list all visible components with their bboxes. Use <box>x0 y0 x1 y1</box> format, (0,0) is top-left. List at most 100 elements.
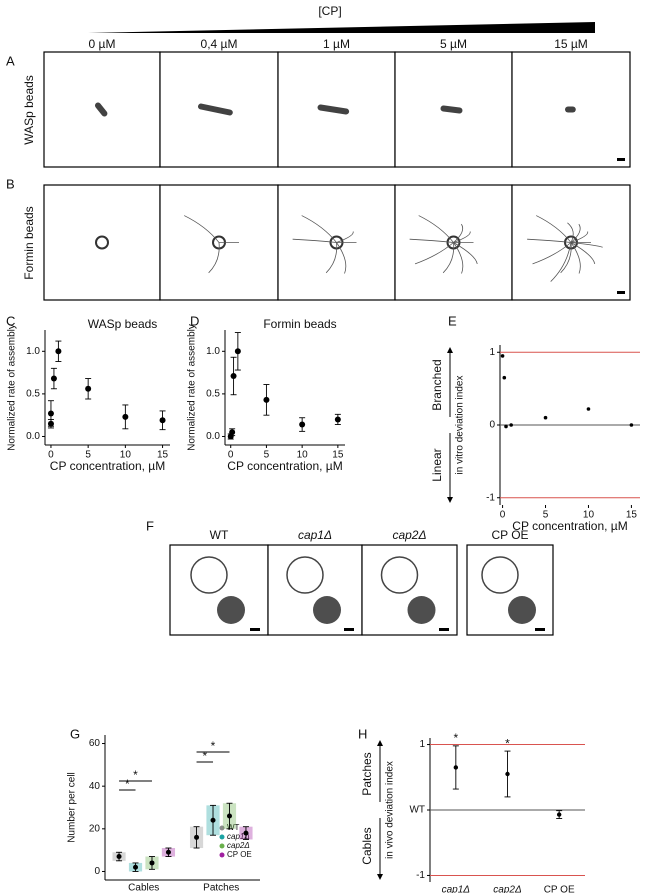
panel-letter: C <box>6 313 15 328</box>
scale-bar <box>344 628 354 631</box>
filament <box>536 215 572 243</box>
bead-comet <box>440 105 463 114</box>
y-tick-label: 1.0 <box>206 346 220 357</box>
x-tick-label: 5 <box>264 450 270 461</box>
filament <box>550 242 572 282</box>
x-tick-label: 15 <box>157 450 169 461</box>
scale-bar <box>617 291 625 294</box>
data-point <box>55 348 62 355</box>
filament <box>184 215 220 243</box>
significance: * <box>211 739 216 753</box>
strain-label: cap1Δ <box>298 528 332 542</box>
filament <box>560 242 572 274</box>
mean-dot <box>165 849 171 855</box>
concentration-label: 0 µM <box>89 37 116 51</box>
data-point <box>505 771 510 777</box>
filament <box>570 242 596 265</box>
filament <box>453 231 471 243</box>
bead-comet <box>95 102 108 117</box>
concentration-label: 5 µM <box>440 37 467 51</box>
arrowhead <box>377 740 383 746</box>
scale-bar <box>250 628 260 631</box>
arrowhead <box>447 497 453 503</box>
data-point <box>234 348 241 355</box>
data-point <box>229 429 236 436</box>
filament <box>570 242 581 274</box>
filament <box>418 215 454 243</box>
panel-letter: F <box>146 518 154 533</box>
data-point <box>85 385 92 392</box>
cell <box>380 556 419 594</box>
scale-bar <box>617 158 625 161</box>
direction-label: Linear <box>430 448 444 481</box>
data-point <box>509 423 513 427</box>
y-tick-label: 40 <box>89 781 101 792</box>
cell <box>313 596 341 624</box>
mean-dot <box>116 854 122 860</box>
y-tick-label: WT <box>409 805 425 816</box>
filament <box>453 242 478 265</box>
scale-bar <box>439 628 449 631</box>
data-point <box>159 417 166 424</box>
filament <box>532 242 572 265</box>
panel-letter: B <box>6 176 15 191</box>
x-tick-label: 0 <box>500 510 506 521</box>
direction-label: Patches <box>360 752 374 795</box>
legend-label: WT <box>227 823 240 832</box>
micrographs <box>43 51 631 636</box>
x-tick-label: 15 <box>626 510 638 521</box>
direction-label: Cables <box>360 827 374 864</box>
mean-dot <box>149 860 155 866</box>
legend-marker <box>219 825 225 831</box>
data-point <box>586 407 591 411</box>
y-tick-label: 0 <box>94 866 100 877</box>
significance: * <box>202 749 207 763</box>
x-axis-label: CP concentration, µM <box>512 519 627 533</box>
data-point <box>502 375 507 380</box>
x-tick-label: 0 <box>228 450 234 461</box>
x-tick-label: 0 <box>48 450 54 461</box>
filament <box>442 242 455 274</box>
x-tick-label: CP OE <box>544 885 575 893</box>
panel-letter: E <box>448 313 457 328</box>
filament <box>570 242 603 248</box>
x-tick-label: 10 <box>297 450 309 461</box>
cell <box>508 596 536 624</box>
chart-title: WASp beads <box>88 317 158 331</box>
bead <box>95 235 109 250</box>
panel-letter: H <box>358 726 367 741</box>
mean-dot <box>133 864 139 870</box>
cp-title: [CP] <box>318 4 341 18</box>
data-point <box>453 765 459 770</box>
panel-letter: A <box>6 53 15 68</box>
filament <box>292 238 337 243</box>
data-point <box>263 396 270 403</box>
data-point <box>122 413 129 420</box>
x-axis-label: CP concentration, µM <box>50 459 165 473</box>
legend-marker <box>219 843 225 849</box>
significance: * <box>505 736 510 750</box>
y-tick-label: 1.0 <box>26 346 40 357</box>
micrograph <box>43 184 161 301</box>
panel-letter: G <box>70 726 80 741</box>
y-tick-label: 0.0 <box>206 431 220 442</box>
mean-dot <box>226 813 232 819</box>
row-label: Formin beads <box>22 206 36 279</box>
y-axis-label: in vitro deviation index <box>455 376 466 475</box>
filament <box>414 242 454 265</box>
filament <box>570 223 581 243</box>
filament <box>409 238 454 243</box>
mean-dot <box>210 817 216 823</box>
x-tick-label: cap1Δ <box>442 885 471 893</box>
mean-dot <box>194 834 200 840</box>
y-tick-label: 0.0 <box>26 431 40 442</box>
concentration-label: 1 µM <box>323 37 350 51</box>
y-tick-label: -1 <box>416 870 425 881</box>
bead-comet <box>198 103 233 116</box>
y-tick-label: 0 <box>489 420 495 431</box>
x-tick-label: Cables <box>128 883 159 893</box>
x-tick-label: cap2Δ <box>493 885 522 893</box>
strain-label: cap2Δ <box>392 528 426 542</box>
significance: * <box>125 777 130 791</box>
cell <box>407 596 436 624</box>
